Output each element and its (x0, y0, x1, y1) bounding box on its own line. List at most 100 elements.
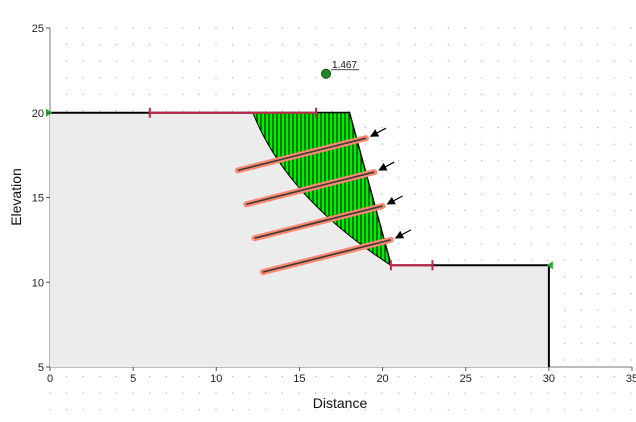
grid-dot (613, 292, 616, 295)
grid-dot (49, 375, 51, 378)
grid-dot (115, 60, 118, 62)
grid-dot (580, 110, 582, 112)
grid-dot (364, 160, 367, 162)
grid-dot (497, 143, 499, 145)
grid-dot (580, 143, 582, 145)
grid-dot (132, 392, 134, 394)
grid-dot (414, 27, 416, 29)
grid-dot (580, 160, 582, 162)
grid-dot (580, 43, 582, 46)
grid-dot (348, 110, 350, 112)
grid-dot (580, 326, 582, 328)
grid-dot (563, 359, 566, 361)
grid-dot (613, 259, 616, 262)
grid-dot (431, 60, 433, 62)
grid-dot (514, 193, 516, 195)
grid-dot (165, 60, 167, 62)
grid-dot (182, 27, 184, 29)
support-marker-2[interactable] (546, 261, 553, 270)
grid-dot (331, 43, 333, 46)
grid-dot (480, 126, 483, 129)
grid-dot (414, 43, 416, 46)
grid-dot (215, 392, 217, 394)
grid-dot (464, 160, 466, 162)
nail-bar[interactable] (237, 137, 367, 172)
grid-dot (364, 126, 367, 129)
nail-bar[interactable] (246, 171, 375, 206)
grid-dot (281, 375, 284, 378)
grid-dot (580, 226, 582, 228)
grid-dot (597, 176, 599, 179)
grid-dot (348, 60, 350, 62)
slope-body[interactable] (50, 112, 549, 367)
slip-mass-region[interactable] (252, 112, 392, 267)
grid-dot (397, 93, 400, 96)
grid-dot (580, 392, 582, 394)
grid-dot (132, 93, 134, 96)
soil-nails[interactable] (234, 127, 412, 276)
grid-dot (314, 27, 317, 29)
nail-bar[interactable] (262, 239, 392, 273)
grid-dot (82, 27, 84, 29)
grid-dot (480, 160, 483, 162)
grid-dot (530, 93, 533, 96)
soil-nail-4[interactable] (259, 229, 412, 276)
slip-limit-1[interactable] (148, 107, 318, 118)
grid-dot (563, 209, 566, 212)
grid-dot (65, 43, 68, 46)
grid-dot (630, 276, 632, 278)
grid-dot (630, 409, 632, 411)
grid-dot (65, 375, 68, 378)
grid-dot (597, 77, 599, 79)
slip-limits[interactable] (148, 107, 434, 271)
grid-dot (497, 243, 499, 245)
nail-force-arrow (378, 161, 395, 171)
soil-nail-1[interactable] (234, 127, 387, 174)
grid-dot (65, 77, 68, 79)
grid-dot (364, 392, 367, 394)
grid-dot (630, 259, 632, 262)
grid-dot (381, 392, 383, 394)
grid-dot (547, 143, 549, 145)
grid-dot (613, 409, 616, 411)
grid-dot (99, 27, 101, 29)
nail-bar[interactable] (254, 205, 383, 239)
grid-dot (630, 143, 632, 145)
grid-dot (364, 43, 367, 46)
grid-dot (397, 143, 400, 145)
slip-center-marker[interactable] (321, 68, 332, 79)
slip-limit-2[interactable] (389, 260, 434, 271)
grid-dot (447, 226, 450, 228)
grid-dot (331, 110, 333, 112)
grid-dot (281, 409, 284, 411)
grid-dot (265, 60, 267, 62)
grid-dot (165, 110, 167, 112)
grid-dot (497, 126, 499, 129)
grid-dot (248, 110, 250, 112)
grid-dot (414, 77, 416, 79)
grid-dot (281, 27, 284, 29)
grid-dot (431, 392, 433, 394)
slip-mass[interactable] (252, 112, 392, 267)
grid-dot (381, 226, 383, 228)
grid-dot (597, 226, 599, 228)
grid-dot (165, 43, 167, 46)
soil-nail-2[interactable] (243, 161, 395, 208)
grid-dot (447, 77, 450, 79)
grid-dot (348, 93, 350, 96)
grid-dot (547, 176, 549, 179)
grid-dot (497, 160, 499, 162)
grid-dot (563, 259, 566, 262)
grid-dot (414, 160, 416, 162)
grid-dot (547, 392, 549, 394)
safety-factor[interactable]: 1.467 (321, 60, 360, 79)
grid-dot (464, 209, 466, 212)
grid-dot (630, 326, 632, 328)
y-axis-title: Elevation (8, 168, 24, 226)
grid-dot (231, 27, 234, 29)
grid-dot (115, 93, 118, 96)
grid-dot (613, 143, 616, 145)
soil-nail-3[interactable] (251, 195, 403, 242)
